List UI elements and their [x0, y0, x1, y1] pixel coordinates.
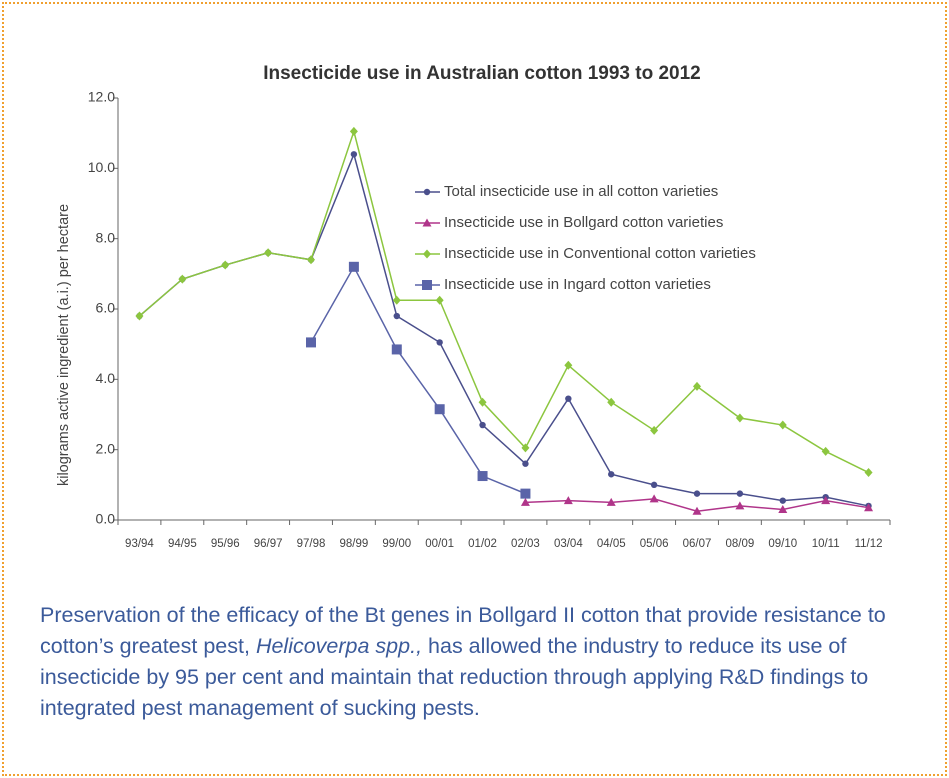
marker	[778, 420, 787, 430]
legend-label: Insecticide use in Conventional cotton v…	[444, 245, 756, 262]
chart: Insecticide use in Australian cotton 199…	[56, 63, 891, 550]
series-line	[138, 151, 869, 507]
marker	[391, 344, 402, 355]
marker	[307, 255, 315, 265]
x-tick-label: 00/01	[425, 538, 454, 550]
x-tick-label: 96/97	[254, 538, 283, 550]
legend-marker	[422, 218, 432, 227]
x-tick-label: 97/98	[297, 538, 326, 550]
marker	[821, 446, 830, 456]
marker	[349, 126, 358, 136]
marker	[434, 404, 445, 415]
caption: Preservation of the efficacy of the Bt g…	[40, 600, 910, 724]
marker	[565, 395, 572, 402]
series-line	[310, 265, 526, 495]
caption-italic: Helicoverpa spp.,	[255, 634, 423, 658]
x-tick-label: 99/00	[382, 538, 411, 550]
marker	[520, 488, 531, 499]
marker	[348, 261, 359, 272]
y-tick-label: 6.0	[96, 300, 116, 316]
marker	[650, 481, 658, 489]
marker	[608, 471, 615, 478]
marker	[392, 295, 401, 305]
y-tick-label: 4.0	[96, 370, 116, 386]
x-tick-label: 08/09	[725, 538, 754, 550]
x-tick-label: 09/10	[768, 538, 797, 550]
x-tick-label: 98/99	[339, 538, 368, 550]
x-tick-label: 02/03	[511, 538, 540, 550]
y-tick-label: 2.0	[96, 440, 116, 456]
legend-marker	[422, 280, 432, 290]
caption-text: Preservation of the efficacy of the Bt g…	[40, 603, 886, 658]
chart-title: Insecticide use in Australian cotton 199…	[263, 63, 701, 84]
marker	[736, 490, 744, 497]
x-tick-label: 06/07	[683, 538, 712, 550]
x-tick-label: 11/12	[855, 538, 883, 550]
marker	[221, 260, 230, 270]
x-tick-label: 10/11	[812, 538, 840, 550]
marker	[778, 504, 788, 513]
legend-label: Insecticide use in Bollgard cotton varie…	[444, 214, 723, 231]
marker	[393, 312, 400, 320]
x-tick-label: 04/05	[597, 538, 626, 550]
marker	[306, 337, 316, 348]
x-tick-label: 03/04	[554, 538, 583, 550]
marker	[479, 421, 486, 429]
x-tick-label: 05/06	[640, 538, 669, 550]
marker	[564, 360, 573, 370]
legend-label: Insecticide use in Ingard cotton varieti…	[444, 276, 711, 293]
marker	[264, 248, 273, 258]
marker	[693, 381, 701, 391]
x-tick-label: 94/95	[168, 538, 197, 550]
series-line	[138, 128, 869, 474]
marker	[135, 311, 144, 321]
marker	[864, 503, 874, 512]
x-tick-label: 93/94	[125, 538, 154, 550]
marker	[522, 460, 529, 467]
marker	[178, 274, 187, 284]
marker	[650, 425, 659, 435]
y-tick-label: 10.0	[88, 159, 115, 175]
marker	[692, 506, 702, 515]
marker	[864, 468, 873, 478]
y-tick-label: 0.0	[96, 511, 116, 527]
caption-text: has allowed the industry to reduce its u…	[40, 634, 869, 720]
x-tick-label: 95/96	[211, 538, 240, 550]
marker	[563, 496, 573, 505]
marker	[478, 397, 487, 407]
marker	[649, 494, 659, 503]
marker	[735, 413, 744, 423]
x-tick-label: 01/02	[468, 538, 497, 550]
marker	[436, 339, 443, 346]
marker	[735, 501, 745, 510]
marker	[607, 397, 616, 407]
y-axis-label: kilograms active ingredient (a.i.) per h…	[56, 204, 72, 486]
marker	[520, 497, 530, 506]
legend-marker	[423, 188, 431, 196]
marker	[779, 497, 786, 504]
marker	[821, 496, 831, 505]
marker	[606, 497, 616, 506]
marker	[350, 151, 358, 158]
marker	[521, 443, 530, 453]
legend-marker	[423, 249, 431, 259]
legend-label: Total insecticide use in all cotton vari…	[444, 183, 718, 200]
y-tick-label: 12.0	[88, 89, 115, 105]
marker	[693, 490, 701, 497]
marker	[435, 295, 444, 305]
marker	[477, 471, 488, 482]
y-tick-label: 8.0	[96, 229, 116, 245]
